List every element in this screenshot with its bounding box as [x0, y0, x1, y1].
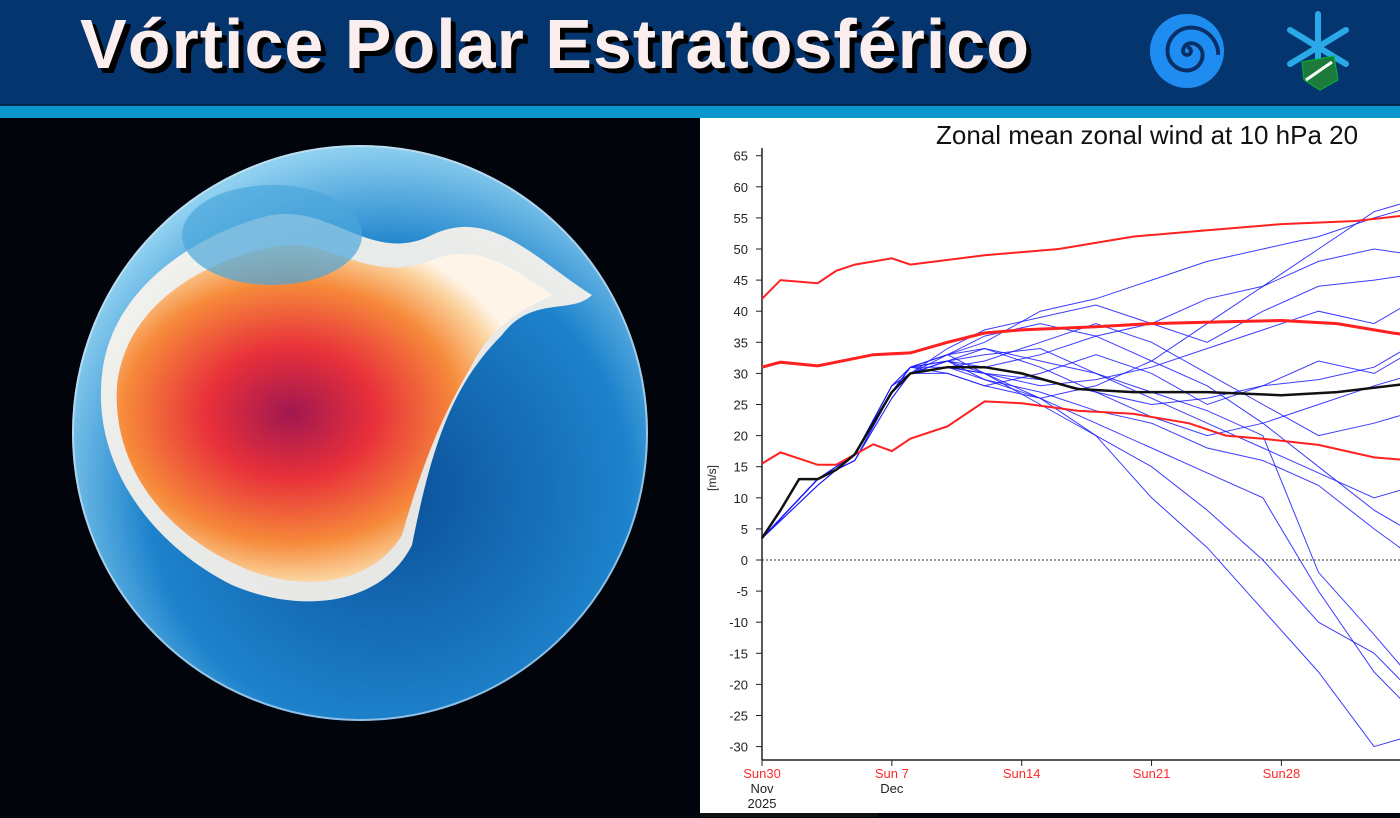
- polar-vortex-map-panel: [0, 118, 700, 817]
- y-tick-label: 60: [734, 180, 748, 195]
- y-tick-label: 65: [734, 149, 748, 164]
- y-tick-label: 0: [741, 553, 748, 568]
- ensemble-member-line: [762, 367, 1400, 560]
- ensemble-member-line: [762, 342, 1400, 538]
- globe-map-image: [72, 145, 648, 721]
- ensemble-member-line: [762, 324, 1400, 539]
- y-tick-label: -30: [729, 740, 748, 755]
- y-tick-label: -20: [729, 677, 748, 692]
- y-tick-label: 40: [734, 304, 748, 319]
- x-tick-label: Sun14: [1003, 766, 1041, 781]
- y-tick-label: 55: [734, 211, 748, 226]
- y-tick-label: 10: [734, 491, 748, 506]
- page-title: Vórtice Polar Estratosférico: [80, 4, 1030, 84]
- ensemble-member-line: [762, 199, 1400, 538]
- y-axis-label: [m/s]: [705, 465, 719, 491]
- x-tick-label: Sun21: [1133, 766, 1171, 781]
- x-tick-month: Dec: [880, 781, 904, 796]
- y-tick-label: 25: [734, 398, 748, 413]
- ensemble-member-line: [762, 299, 1400, 538]
- y-tick-label: 15: [734, 460, 748, 475]
- chart-plot: 65605550454035302520151050-5-10-15-20-25…: [700, 118, 1400, 813]
- snowflake-logo-icon: [1282, 10, 1354, 94]
- y-tick-label: -5: [736, 584, 748, 599]
- ensemble-member-line: [762, 349, 1400, 685]
- ensemble-members: [762, 199, 1400, 746]
- y-tick-label: 20: [734, 429, 748, 444]
- y-tick-label: -15: [729, 646, 748, 661]
- y-tick-label: -10: [729, 615, 748, 630]
- y-tick-label: 45: [734, 273, 748, 288]
- y-tick-label: -25: [729, 709, 748, 724]
- x-tick-label: Sun30: [743, 766, 781, 781]
- y-tick-label: 50: [734, 242, 748, 257]
- spiral-vortex-icon: [1148, 12, 1226, 90]
- climatology-max-line: [762, 215, 1400, 299]
- chart-title: Zonal mean zonal wind at 10 hPa 20: [936, 120, 1358, 151]
- x-tick-label: Sun28: [1263, 766, 1301, 781]
- header-banner: Vórtice Polar Estratosférico: [0, 0, 1400, 104]
- x-tick-year: 2025: [748, 796, 777, 811]
- zonal-wind-chart: Zonal mean zonal wind at 10 hPa 20 65 60 5…: [700, 118, 1400, 813]
- ensemble-member-line: [762, 324, 1400, 539]
- y-tick-label: 5: [741, 522, 748, 537]
- ensemble-member-line: [762, 206, 1400, 539]
- y-tick-label: 35: [734, 335, 748, 350]
- x-tick-month: Nov: [750, 781, 774, 796]
- y-tick-label: 30: [734, 366, 748, 381]
- bottom-divider: [700, 813, 878, 817]
- x-tick-label: Sun 7: [875, 766, 909, 781]
- ensemble-member-line: [762, 367, 1400, 746]
